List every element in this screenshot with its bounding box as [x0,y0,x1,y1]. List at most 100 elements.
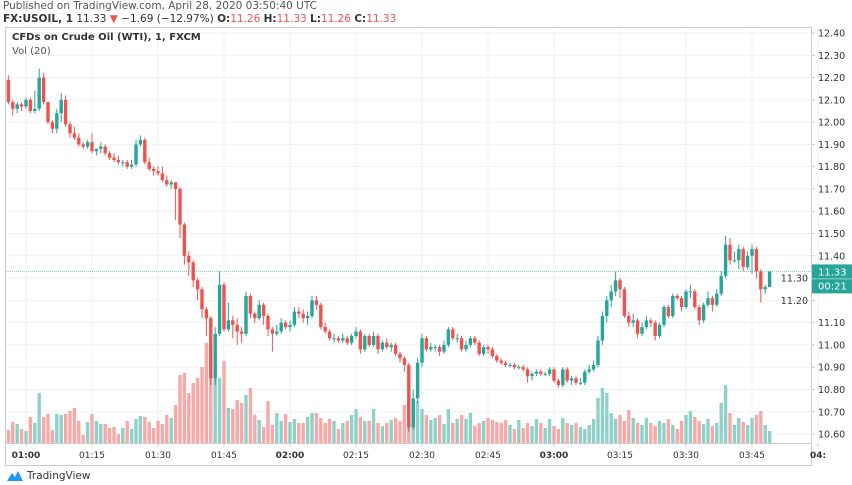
time-axis[interactable]: 01:00 01:15 01:30 01:45 02:00 02:15 02:30 02:45… [12,443,826,461]
candle-body [50,122,55,129]
candle [587,364,591,374]
volume-bar [715,423,719,443]
candle [288,320,292,332]
candle [332,333,336,343]
volume-bar [671,425,675,443]
candle-body [737,249,741,261]
candle [583,369,587,386]
candle [631,313,635,328]
legend-volume[interactable]: Vol (20) [12,46,51,57]
volume-bar [81,435,85,443]
volume-bar [468,413,473,443]
candle-body [649,320,653,323]
candle [72,126,77,140]
volume-bar [750,418,754,443]
candle-body [305,315,310,319]
candle-body [24,99,28,107]
candle [6,75,11,105]
volume-bar [583,429,587,443]
candle-body [429,347,433,350]
candle [213,327,217,386]
candle [226,302,231,332]
candle [574,376,578,386]
volume-bar [99,424,103,443]
candle [28,97,33,114]
volume-bars [6,343,772,443]
price-tick-label: 11.20 [781,296,808,307]
volume-bar [644,418,649,443]
candle-body [138,139,143,145]
candle-body [477,342,481,354]
volume-bar [28,417,33,443]
volume-bar [270,425,275,443]
candle-body [473,338,477,343]
candle [622,286,627,319]
volume-bar [622,421,627,443]
volume-bar [209,348,213,443]
candle [235,318,239,345]
candle-body [226,320,231,330]
last-price: 11.33 [76,13,107,25]
price-tick-label: 11.50 [818,229,845,240]
candle [398,351,402,363]
candle [402,356,407,372]
volume-bar [94,421,99,443]
candle-body [411,398,415,428]
volume-bar [323,423,327,443]
volume-bar [525,423,530,443]
candle [147,157,151,172]
candle-body [46,102,50,123]
candle [741,246,745,272]
volume-bar [275,413,279,443]
low-value: 11.26 [320,13,351,25]
candle [596,336,600,368]
candle-body [459,338,464,350]
candle [19,102,24,111]
price-axis[interactable]: 12.40 12.30 12.20 12.10 12.00 11.90 11.80 11.70… [781,29,845,441]
candle-body [28,99,33,111]
candle-body [253,313,257,319]
candle-body [143,139,147,163]
candle-body [521,367,525,370]
candle [451,327,455,341]
candle [125,159,129,169]
price-tick-label: 12.40 [818,29,845,40]
candle [424,336,429,352]
candle [349,333,354,345]
volume-bar [55,414,59,443]
volume-bar [19,429,24,443]
volume-bar [693,417,697,443]
candle [275,324,279,337]
volume-bar [530,426,534,443]
volume-bar [556,429,561,443]
candle-body [552,369,556,381]
price-chart[interactable]: 12.40 12.30 12.20 12.10 12.00 11.90 11.80 11.70… [0,0,852,470]
candle [33,90,37,114]
volume-bar [283,414,288,443]
candle [393,342,398,357]
candle [767,271,772,287]
candle [415,358,420,403]
candle-body [367,336,371,345]
candle-body [442,344,446,352]
price-tick-label: 10.70 [818,407,845,418]
volume-bar [688,411,693,443]
candle [279,318,283,334]
volume-bar [68,411,72,443]
volume-bar [640,425,644,443]
candle-body [468,338,473,345]
candle [679,295,684,312]
candle [710,295,715,312]
candle [173,182,178,221]
volume-bar [393,418,398,443]
candle-body [182,224,187,256]
candle-body [495,356,499,361]
footer-brand[interactable]: TradingView [27,470,91,482]
candle [543,371,547,377]
candle-body [600,315,605,341]
candle [266,313,270,337]
candle [481,344,486,357]
candle-body [11,102,15,109]
candle-body [213,333,217,379]
volume-bar [385,423,389,443]
